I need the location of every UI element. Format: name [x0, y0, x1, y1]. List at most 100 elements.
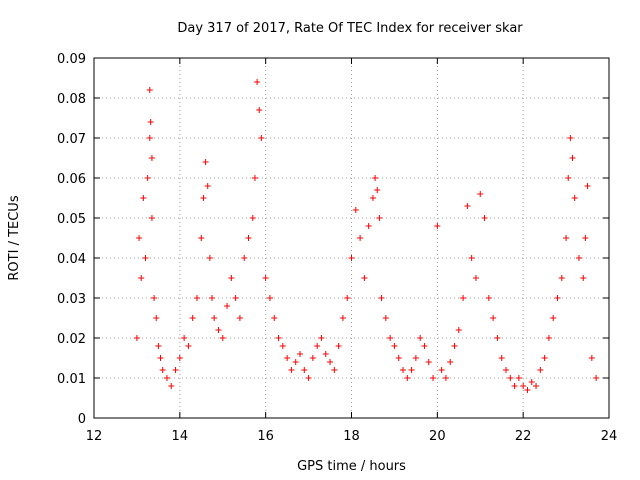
data-point [327, 359, 334, 365]
data-point [571, 195, 578, 201]
data-point [133, 335, 140, 341]
data-point [279, 343, 286, 349]
x-tick-label: 20 [429, 429, 446, 444]
data-point [352, 207, 359, 213]
data-point [404, 375, 411, 381]
data-point [545, 335, 552, 341]
data-point [232, 295, 239, 301]
data-point [490, 315, 497, 321]
data-point [378, 295, 385, 301]
data-point [249, 215, 256, 221]
data-point [460, 295, 467, 301]
data-point [245, 235, 252, 241]
data-point [344, 295, 351, 301]
data-point [206, 255, 213, 261]
data-point [395, 355, 402, 361]
data-point [266, 295, 273, 301]
x-tick-label: 16 [257, 429, 274, 444]
data-point [365, 223, 372, 229]
chart-title: Day 317 of 2017, Rate Of TEC Index for r… [177, 21, 523, 36]
data-point [520, 383, 527, 389]
data-point [168, 383, 175, 389]
data-point [202, 159, 209, 165]
data-point [430, 375, 437, 381]
y-tick-label: 0.06 [57, 172, 86, 187]
data-point [194, 295, 200, 301]
data-point [357, 235, 364, 241]
data-point [434, 223, 441, 229]
data-point [297, 351, 303, 357]
x-tick-label: 18 [343, 429, 360, 444]
data-point [159, 367, 166, 373]
data-point [537, 367, 544, 373]
data-point [314, 343, 321, 349]
data-point [511, 383, 518, 389]
data-point [524, 387, 531, 393]
data-point [288, 367, 295, 373]
data-points [133, 79, 600, 393]
data-point [305, 375, 312, 381]
axis-ticks: 0 0.01 0.02 0.03 0.04 0.05 0.06 0.07 0.08 0.09 12 1… [57, 52, 617, 444]
data-point [376, 215, 383, 221]
data-point [374, 187, 381, 193]
data-point [147, 119, 154, 125]
data-point [533, 383, 540, 389]
data-point [567, 135, 574, 141]
data-point [339, 315, 346, 321]
y-tick-label: 0.05 [57, 212, 86, 227]
data-point [176, 355, 183, 361]
data-point [185, 343, 192, 349]
data-point [219, 335, 226, 341]
data-point [155, 343, 162, 349]
data-point [172, 367, 179, 373]
data-point [140, 195, 147, 201]
data-point [558, 275, 565, 281]
x-tick-label: 22 [515, 429, 532, 444]
data-point [541, 355, 548, 361]
data-point [163, 375, 170, 381]
data-point [157, 355, 164, 361]
y-tick-label: 0 [78, 412, 86, 427]
data-point [481, 215, 488, 221]
y-tick-label: 0.03 [57, 292, 86, 307]
data-point [550, 315, 557, 321]
data-point [224, 303, 231, 309]
y-tick-label: 0.01 [57, 372, 86, 387]
y-tick-label: 0.07 [57, 132, 86, 147]
data-point [554, 295, 561, 301]
data-point [331, 367, 338, 373]
data-point [477, 191, 484, 197]
data-point [528, 379, 535, 385]
data-point [138, 275, 145, 281]
y-tick-label: 0.08 [57, 92, 86, 107]
data-point [275, 335, 282, 341]
data-point [262, 275, 269, 281]
data-point [153, 315, 160, 321]
data-point [198, 235, 205, 241]
data-point [507, 375, 514, 381]
data-point [209, 295, 216, 301]
data-point [146, 87, 153, 93]
data-point [391, 343, 398, 349]
data-point [251, 175, 258, 181]
data-point [485, 295, 492, 301]
data-point [593, 375, 600, 381]
data-point [412, 355, 419, 361]
data-point [241, 255, 248, 261]
data-point [451, 343, 458, 349]
x-axis-label: GPS time / hours [297, 459, 406, 474]
data-point [335, 343, 342, 349]
data-point [181, 335, 188, 341]
data-point [425, 359, 432, 365]
data-point [301, 367, 308, 373]
y-tick-label: 0.09 [57, 52, 86, 67]
data-point [322, 351, 329, 357]
data-point [200, 195, 207, 201]
data-point [271, 315, 278, 321]
data-point [215, 327, 222, 333]
data-point [228, 275, 235, 281]
data-point [494, 335, 501, 341]
data-point [400, 367, 406, 373]
data-point [563, 235, 570, 241]
